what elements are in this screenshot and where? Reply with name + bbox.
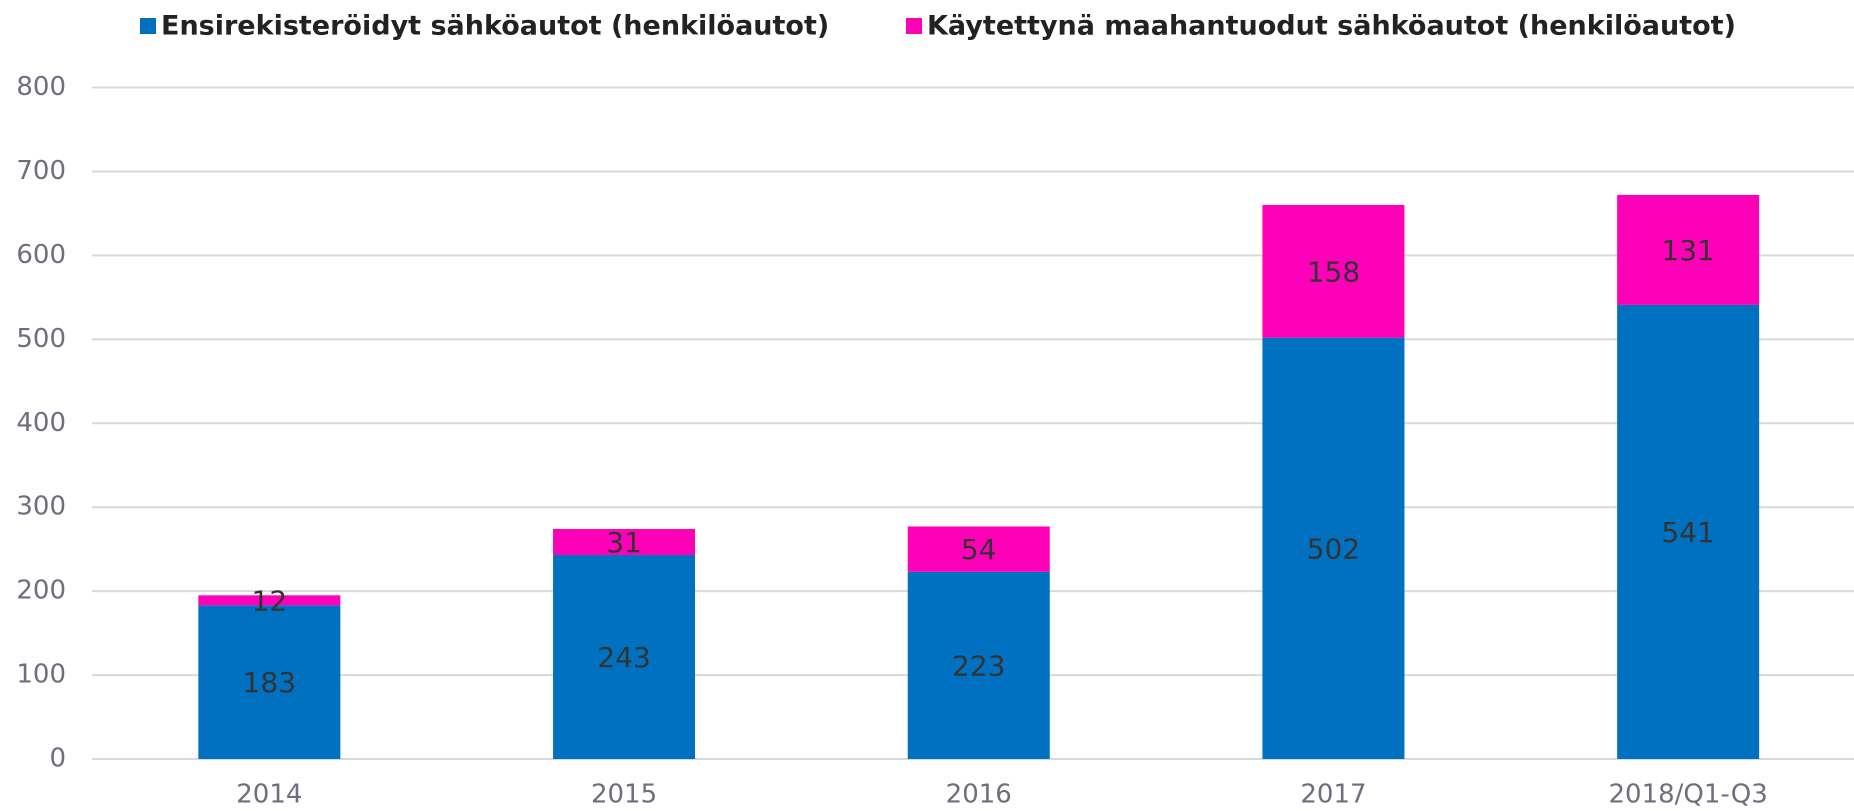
legend-swatch [906, 18, 922, 34]
data-label: 541 [1661, 516, 1714, 549]
y-tick-label: 500 [16, 324, 66, 354]
bar-segment [907, 571, 1050, 759]
y-tick-label: 400 [16, 408, 66, 438]
y-tick-label: 200 [16, 576, 66, 606]
legend-label: Käytettynä maahantuodut sähköautot (henk… [927, 11, 1736, 42]
bar-segment [553, 555, 696, 759]
y-tick-label: 600 [16, 240, 66, 270]
y-tick-label: 300 [16, 492, 66, 522]
data-label: 12 [252, 584, 288, 617]
x-tick-label: 2015 [591, 780, 657, 810]
legend-label: Ensirekisteröidyt sähköautot (henkilöaut… [161, 11, 829, 42]
bar-segment [198, 595, 341, 606]
bar-segment [553, 529, 696, 556]
data-label: 183 [243, 666, 296, 699]
legend-swatch [140, 18, 156, 34]
data-label: 31 [606, 526, 642, 559]
bar-segment [1262, 205, 1405, 338]
data-label: 54 [961, 533, 997, 566]
y-tick-label: 100 [16, 660, 66, 690]
bar-segment [907, 526, 1050, 572]
y-tick-label: 700 [16, 156, 66, 186]
y-tick-label: 800 [16, 72, 66, 102]
bar-segment [198, 605, 341, 759]
bar-segment [1262, 337, 1405, 759]
data-label: 158 [1307, 255, 1360, 288]
bar-segment [1617, 304, 1760, 759]
x-tick-label: 2016 [946, 780, 1012, 810]
data-label: 131 [1661, 234, 1714, 267]
x-tick-label: 2017 [1300, 780, 1366, 810]
data-label: 502 [1307, 532, 1360, 565]
x-tick-label: 2018/Q1-Q3 [1609, 780, 1768, 810]
bar-segment [1617, 194, 1760, 305]
data-label: 243 [597, 641, 650, 674]
x-tick-label: 2014 [236, 780, 302, 810]
y-tick-label: 0 [49, 744, 66, 774]
data-label: 223 [952, 649, 1005, 682]
